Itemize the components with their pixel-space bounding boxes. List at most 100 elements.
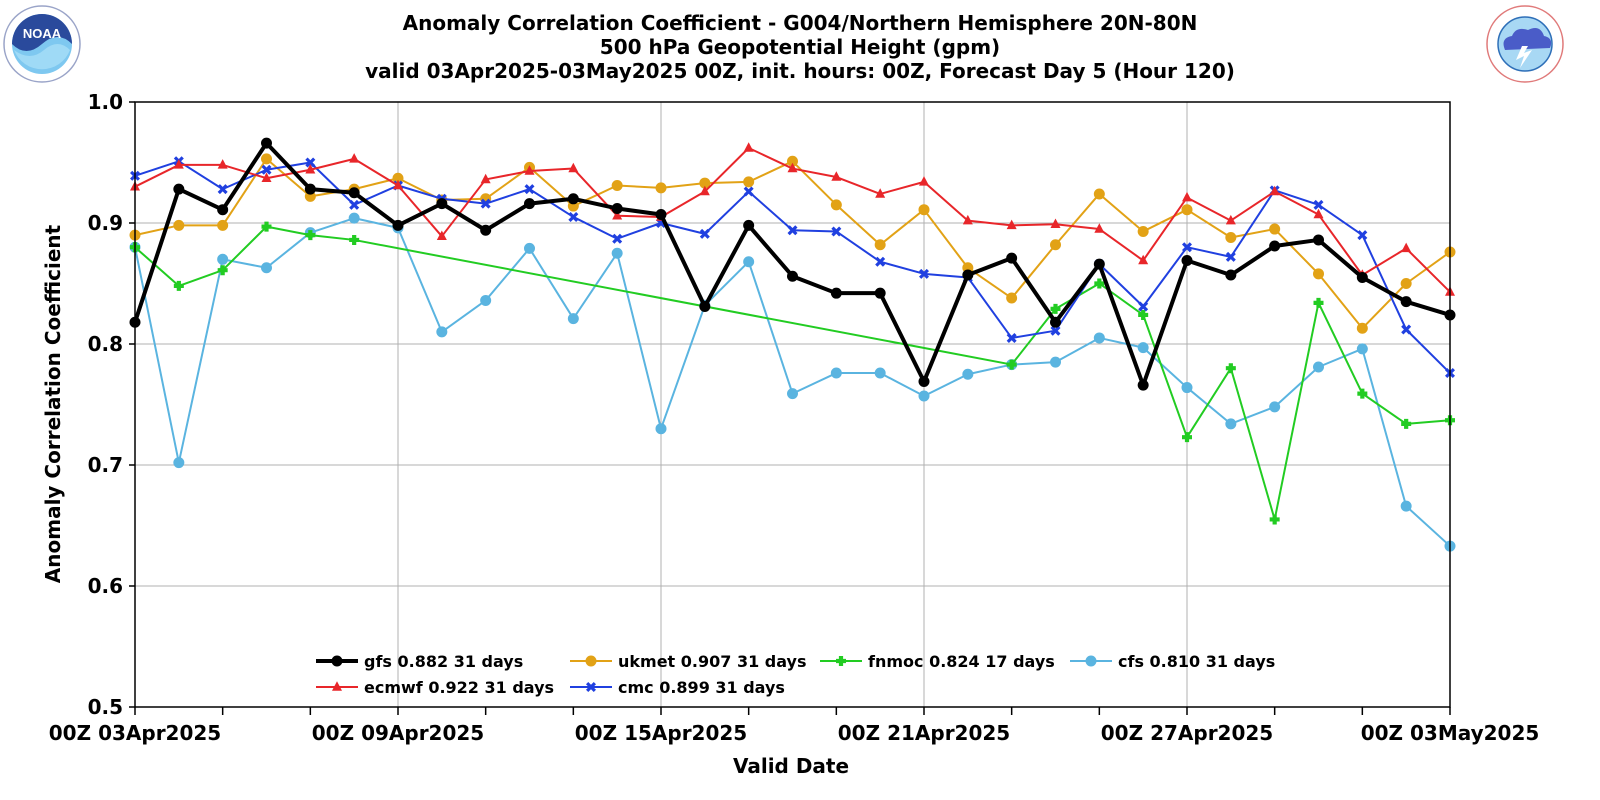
data-point: [787, 225, 798, 236]
data-point: [918, 376, 930, 388]
data-point: [1006, 332, 1017, 343]
data-point: [1050, 325, 1061, 336]
data-point: [1094, 223, 1105, 233]
data-point: [1050, 239, 1061, 251]
data-point: [918, 204, 930, 216]
data-point: [655, 209, 667, 221]
data-point: [348, 187, 360, 199]
chart-title-line-3: valid 03Apr2025-03May2025 00Z, init. hou…: [365, 59, 1235, 83]
data-point: [1356, 322, 1368, 334]
data-point: [875, 256, 886, 267]
data-point: [305, 164, 316, 174]
data-point: [392, 219, 404, 231]
x-tick-label: 00Z 03Apr2025: [49, 721, 221, 745]
x-tick-label: 00Z 03May2025: [1361, 721, 1540, 745]
data-point: [1313, 361, 1324, 373]
data-point: [1006, 292, 1018, 304]
data-point: [1269, 514, 1280, 525]
data-point: [655, 423, 667, 435]
data-point: [962, 214, 973, 225]
data-point: [611, 247, 623, 259]
data-point: [1094, 278, 1105, 289]
y-tick-label: 0.9: [88, 211, 123, 235]
data-point: [173, 280, 184, 291]
data-point: [699, 300, 711, 312]
data-point: [1225, 269, 1237, 281]
data-point: [1313, 199, 1324, 210]
data-point: [332, 681, 342, 691]
data-point: [1182, 432, 1192, 443]
plot-area: [134, 101, 1451, 708]
data-point: [1225, 214, 1236, 225]
data-point: [349, 153, 360, 163]
data-point: [874, 239, 886, 251]
nws-logo-icon: [1486, 5, 1564, 83]
data-point: [830, 199, 842, 211]
data-point: [1181, 204, 1193, 216]
series-fnmoc: [130, 221, 1455, 525]
data-point: [1401, 324, 1412, 335]
data-point: [787, 270, 798, 282]
data-point: [1006, 252, 1018, 264]
data-point: [568, 162, 579, 173]
data-point: [217, 184, 228, 195]
data-point: [1269, 223, 1281, 235]
legend-item-cmc: cmc 0.899 31 days: [570, 678, 785, 697]
legend-label-cmc: cmc 0.899 31 days: [618, 678, 785, 697]
data-point: [1400, 500, 1412, 512]
data-point: [1356, 271, 1368, 283]
data-point: [173, 159, 184, 169]
series-layer: [129, 137, 1456, 552]
data-point: [524, 198, 535, 210]
x-tick-label: 00Z 15Apr2025: [575, 721, 747, 745]
data-point: [655, 182, 667, 194]
data-point: [1181, 255, 1193, 267]
data-point: [305, 157, 316, 168]
data-point: [918, 390, 930, 402]
y-tick-label: 0.7: [88, 453, 123, 477]
data-point: [585, 655, 597, 667]
data-point: [1225, 251, 1236, 262]
data-point: [586, 682, 596, 692]
data-point: [1006, 219, 1017, 230]
data-point: [1085, 655, 1097, 667]
series-gfs: [129, 137, 1456, 391]
data-point: [962, 368, 974, 380]
data-point: [261, 262, 272, 274]
data-point: [1269, 185, 1280, 196]
data-point: [1181, 382, 1193, 394]
data-point: [1269, 401, 1281, 413]
legend-item-ukmet: ukmet 0.907 31 days: [570, 652, 807, 671]
data-point: [1137, 379, 1149, 391]
data-point: [743, 176, 755, 188]
data-point: [743, 186, 754, 197]
y-tick-label: 0.6: [88, 574, 123, 598]
data-point: [524, 184, 535, 195]
data-point: [1006, 359, 1017, 370]
data-point: [173, 183, 185, 195]
data-point: [436, 198, 448, 210]
data-point: [836, 656, 846, 666]
data-point: [261, 221, 272, 232]
data-point: [349, 199, 360, 210]
chart-title-line-1: Anomaly Correlation Coefficient - G004/N…: [403, 11, 1198, 35]
data-point: [1313, 297, 1324, 308]
data-point: [567, 193, 579, 205]
legend-item-cfs: cfs 0.810 31 days: [1070, 652, 1275, 671]
data-point: [173, 457, 185, 469]
data-point: [480, 224, 492, 236]
series-cfs: [129, 212, 1456, 552]
data-point: [480, 198, 491, 209]
data-point: [1093, 258, 1105, 270]
data-point: [1401, 418, 1412, 429]
data-point: [611, 179, 623, 191]
y-tick-label: 0.8: [88, 332, 123, 356]
data-point: [261, 137, 272, 149]
data-point: [331, 655, 343, 667]
data-point: [1093, 332, 1105, 344]
data-point: [1050, 303, 1061, 314]
legend-item-fnmoc: fnmoc 0.824 17 days: [820, 652, 1055, 671]
data-point: [1313, 208, 1324, 219]
data-point: [173, 219, 185, 231]
data-point: [217, 219, 229, 231]
